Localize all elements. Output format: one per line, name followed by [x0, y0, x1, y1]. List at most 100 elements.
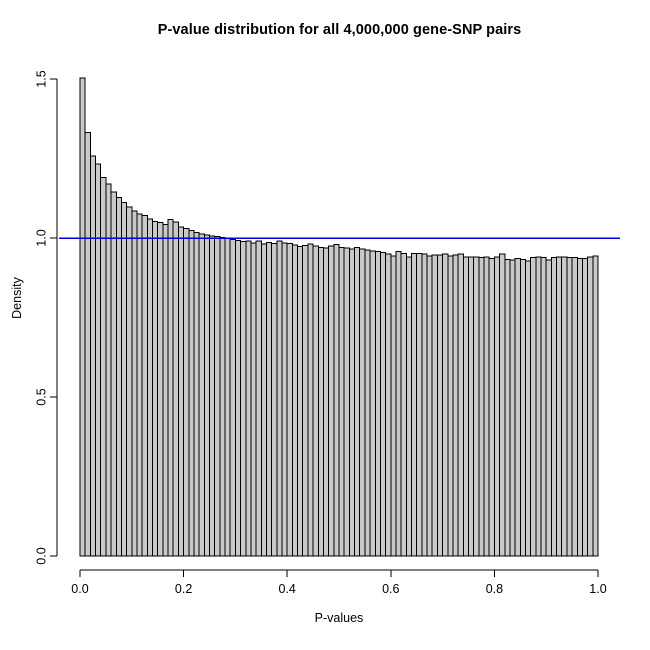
histogram-bar — [535, 256, 542, 557]
histogram-bar — [514, 257, 521, 557]
histogram-bar — [519, 258, 526, 557]
histogram-bar — [291, 244, 299, 557]
histogram-bar — [317, 247, 324, 557]
histogram-bar — [457, 253, 464, 557]
histogram-bar — [550, 257, 558, 557]
histogram-bar — [229, 239, 236, 557]
histogram-bar — [152, 220, 159, 557]
x-tick-label: 0.8 — [486, 582, 503, 596]
histogram-bar — [488, 257, 495, 557]
x-axis-label: P-values — [314, 611, 364, 625]
histogram-bar — [411, 253, 418, 557]
y-tick-label: 1.5 — [34, 70, 48, 87]
histogram-bar — [297, 246, 304, 557]
histogram-bar — [198, 233, 205, 557]
histogram-bar — [566, 256, 573, 557]
histogram-bar — [473, 256, 480, 557]
x-tick-label: 0.2 — [175, 582, 192, 596]
histogram-bar — [131, 210, 138, 557]
histogram-bar — [400, 252, 407, 557]
histogram-bar — [540, 256, 547, 557]
histogram-bar — [209, 235, 216, 557]
histogram-bar — [240, 241, 247, 557]
y-axis-label: Density — [10, 277, 24, 319]
histogram-bar — [115, 196, 122, 557]
histogram-bar — [214, 236, 221, 557]
histogram-bar — [286, 242, 293, 557]
histogram-bar — [126, 206, 133, 557]
histogram-bar — [162, 224, 169, 557]
histogram-bar — [302, 245, 309, 557]
histogram-bar — [260, 243, 267, 557]
histogram-bar — [120, 201, 128, 557]
histogram-bar — [504, 258, 511, 557]
histogram-bar — [447, 255, 454, 557]
histogram-bar — [136, 213, 143, 557]
histogram-bar — [556, 256, 563, 557]
histogram-bar — [333, 243, 340, 557]
x-tick-label: 0.4 — [279, 582, 296, 596]
histogram-bar — [146, 218, 154, 557]
histogram-bar — [265, 241, 273, 557]
histogram-bar — [219, 237, 226, 557]
histogram-bar — [369, 250, 376, 557]
histogram-bar — [385, 253, 392, 557]
histogram-bar — [255, 240, 262, 557]
histogram-bar — [183, 227, 190, 557]
histogram-bar — [276, 240, 283, 557]
histogram-bar — [581, 257, 589, 557]
histogram-bar — [157, 222, 164, 557]
histogram-bar — [203, 234, 211, 557]
histogram-bar — [509, 259, 516, 557]
histogram-bar — [338, 247, 345, 557]
histogram-bar — [110, 191, 117, 557]
histogram-bar — [390, 255, 397, 557]
histogram-bar — [234, 240, 242, 557]
histogram-bar — [84, 132, 91, 557]
histogram-bar — [307, 243, 314, 557]
histogram-bar — [167, 219, 174, 557]
histogram-bar — [426, 255, 433, 557]
histogram-bar — [421, 253, 428, 557]
histogram-bar — [89, 155, 97, 557]
histogram-bar — [468, 256, 475, 557]
histogram-bar — [452, 254, 459, 557]
histogram-bar — [416, 252, 423, 557]
chart-title: P-value distribution for all 4,000,000 g… — [157, 22, 522, 38]
histogram-bar — [483, 256, 490, 557]
histogram-bar — [245, 240, 252, 557]
y-tick-label: 0.5 — [34, 388, 48, 405]
histogram-bar — [561, 256, 568, 557]
histogram-bar — [576, 257, 583, 557]
histogram-bar — [571, 257, 578, 557]
y-tick-label: 0.0 — [34, 547, 48, 564]
histogram-bar — [592, 255, 599, 557]
histogram-bar — [322, 247, 330, 557]
x-tick-label: 0.0 — [71, 582, 88, 596]
histogram-bar — [172, 221, 179, 557]
y-tick-label: 1.0 — [34, 229, 48, 246]
histogram-bar — [545, 259, 552, 557]
histogram-bar — [405, 256, 413, 557]
histogram-bar — [499, 253, 506, 557]
histogram-bar — [395, 251, 402, 557]
histogram-bar — [462, 256, 470, 557]
histogram-bar — [281, 242, 288, 557]
histogram-bar — [359, 248, 366, 557]
histogram-bar — [374, 251, 381, 557]
histogram-bar — [354, 247, 361, 557]
histogram-bar — [478, 256, 485, 557]
histogram-bar — [587, 256, 594, 557]
histogram-bar — [100, 176, 107, 557]
histogram-bar — [193, 232, 200, 557]
histogram-bar — [224, 238, 231, 557]
histogram-bar — [436, 254, 444, 557]
histogram-bar — [328, 245, 335, 557]
histogram-bar — [250, 242, 257, 557]
histogram-bar — [524, 260, 532, 557]
histogram-bar — [431, 254, 438, 557]
histogram-bar — [271, 242, 278, 557]
histogram-bar — [379, 251, 387, 557]
